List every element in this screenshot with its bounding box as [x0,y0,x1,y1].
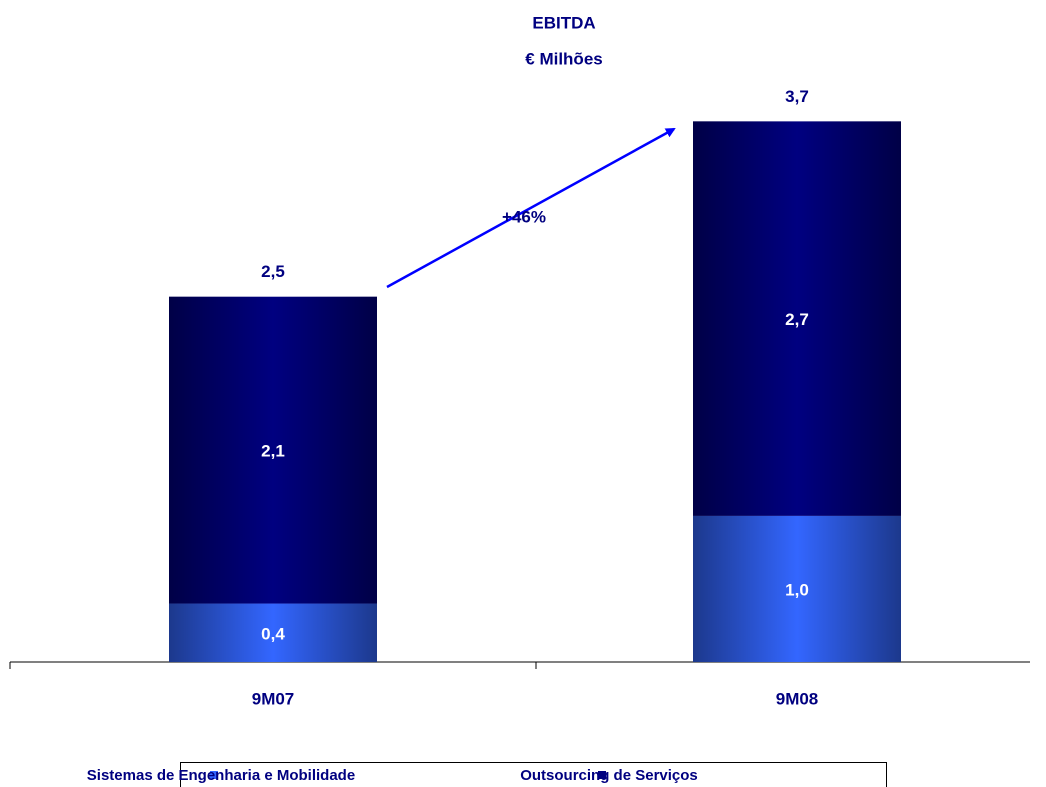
value-label: 0,4 [261,624,285,643]
bar-shade [169,603,377,662]
growth-arrow [386,127,676,289]
total-label: 2,5 [261,262,285,281]
value-label: 2,1 [261,442,285,461]
value-label: 2,7 [785,310,809,329]
growth-annotation: +46% [502,207,546,226]
bar-shade [693,515,901,662]
legend-marker [598,771,606,779]
x-tick-label: 9M07 [252,689,295,708]
total-label: 3,7 [785,87,809,106]
legend-box [180,762,887,787]
legend-label: Outsourcing de Serviços [520,767,698,784]
value-label: 1,0 [785,580,809,599]
legend-label: Sistemas de Engenharia e Mobilidade [87,767,355,784]
chart-subtitle: € Milhões [525,49,602,68]
x-tick-label: 9M08 [776,689,819,708]
chart-title: EBITDA [532,13,595,32]
legend-marker [210,771,218,779]
bar-shade [169,296,377,604]
bar-shade [693,121,901,516]
